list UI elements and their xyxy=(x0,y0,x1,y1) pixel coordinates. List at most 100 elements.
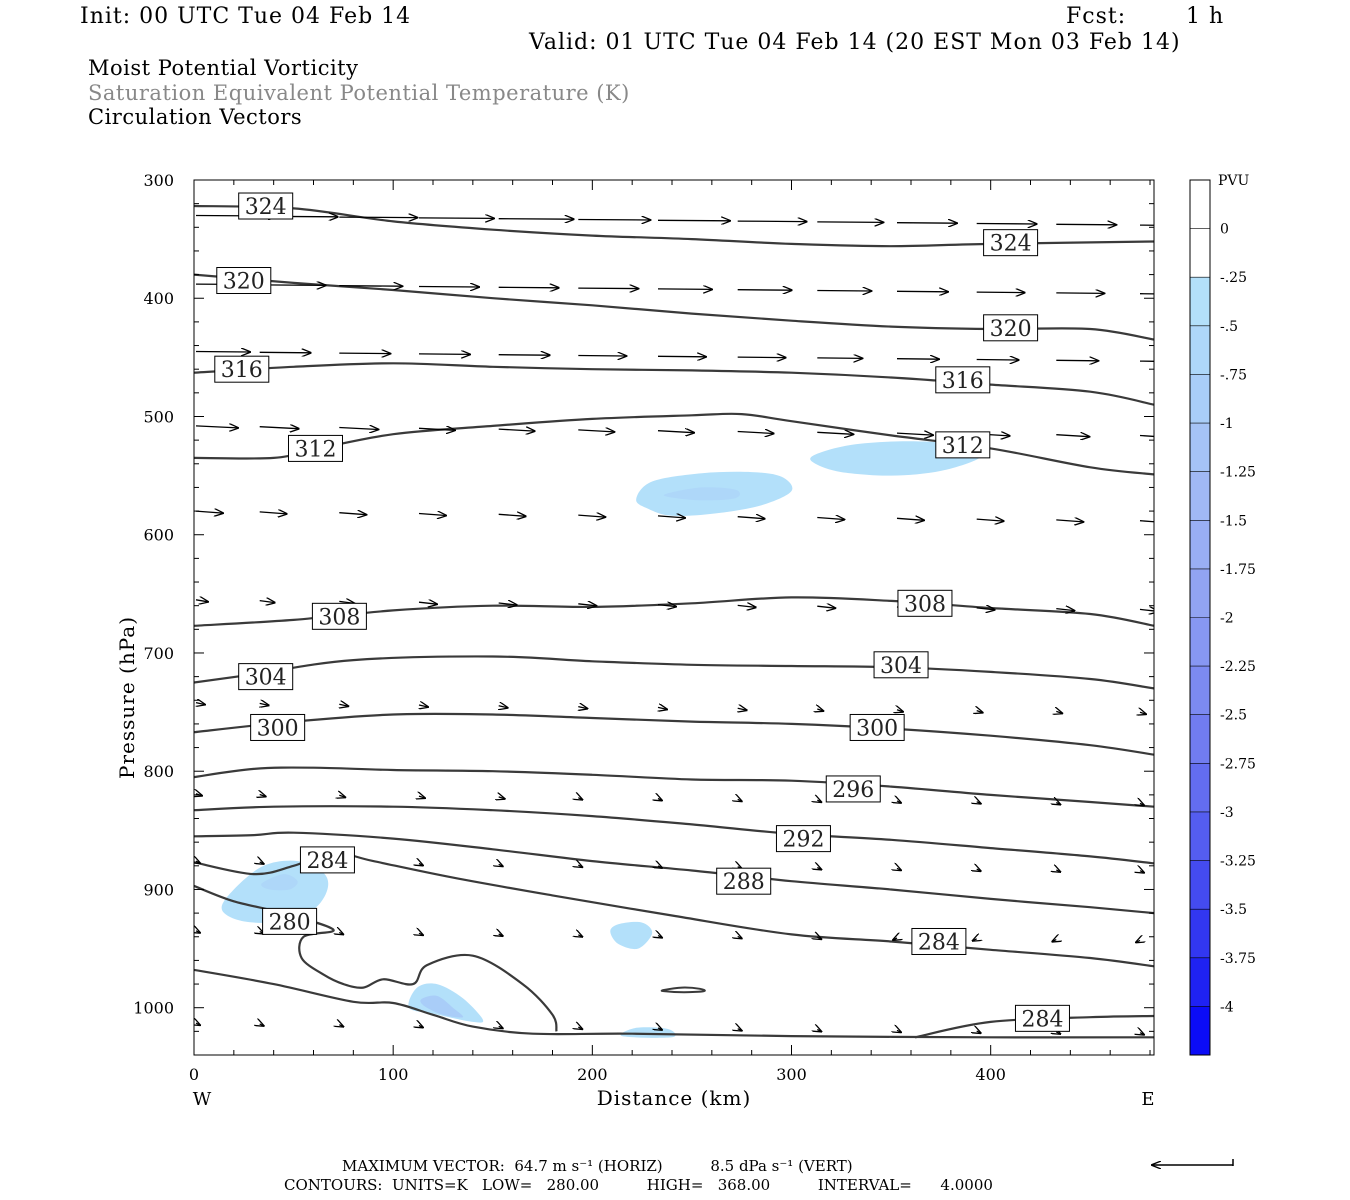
forecast-label: Fcst: xyxy=(1066,4,1127,29)
vector-arrow xyxy=(1056,224,1116,225)
vector-arrow xyxy=(499,934,503,936)
contour-label-304: 304 xyxy=(873,651,929,679)
contour-label-300: 300 xyxy=(250,713,306,741)
contour-label-text: 312 xyxy=(294,437,336,462)
vector-arrow xyxy=(897,1030,901,1032)
vector-arrow xyxy=(499,797,505,799)
contour-label-box xyxy=(935,431,991,459)
contour-label-296: 296 xyxy=(825,775,881,803)
vector-arrow xyxy=(578,865,582,867)
vector-arrow xyxy=(196,703,205,705)
vector-arrow xyxy=(737,432,774,434)
vector-arrow xyxy=(1052,940,1056,942)
vector-arrow xyxy=(657,356,706,357)
vector-arrow xyxy=(339,286,402,287)
vector-arrow xyxy=(499,706,508,708)
vector-arrow xyxy=(657,431,694,433)
colorbar-label: -4 xyxy=(1220,999,1234,1015)
vector-arrow xyxy=(418,287,479,288)
vector-arrow xyxy=(418,218,494,219)
vector-arrow xyxy=(499,864,503,866)
vector-arrow xyxy=(499,1026,503,1028)
vector-arrow xyxy=(817,291,871,292)
isentrope-284-12 xyxy=(194,968,1154,1039)
y-tick-label: 800 xyxy=(143,762,174,781)
vector-arrow xyxy=(738,1029,742,1031)
vector-arrow xyxy=(1140,1033,1144,1035)
vector-arrow xyxy=(339,428,378,430)
colorbar-label: -3.5 xyxy=(1220,902,1247,918)
contour-label-box xyxy=(238,192,294,220)
contour-label-box xyxy=(911,927,967,955)
vector-arrow xyxy=(1056,1032,1060,1034)
vector-arrow xyxy=(498,355,550,356)
y-tick-label: 500 xyxy=(143,407,174,426)
vector-arrow xyxy=(259,352,311,353)
contour-label-text: 304 xyxy=(245,666,287,691)
contour-label-box xyxy=(1014,1004,1070,1032)
vector-arrow xyxy=(658,707,667,709)
forecast-value: 1 h xyxy=(1186,4,1225,29)
contour-label-text: 292 xyxy=(782,828,824,853)
contour-label-box xyxy=(983,314,1039,342)
vector-arrow xyxy=(737,605,756,607)
vector-arrow xyxy=(578,430,614,432)
vector-arrow xyxy=(976,360,1019,361)
colorbar-label: -2 xyxy=(1220,611,1234,627)
vector-arrow xyxy=(1056,293,1104,294)
colorbar-bin xyxy=(1190,180,1210,229)
vector-arrow xyxy=(196,1023,200,1025)
y-tick-label: 300 xyxy=(143,171,174,190)
axis-layer: 300 400 500 600 700 800 900 1000 0 100 200 300 400 W E… xyxy=(115,171,1155,1110)
colorbar-bin xyxy=(1190,520,1210,569)
colorbar-frame xyxy=(1189,179,1211,1056)
contour-label-box xyxy=(238,663,294,691)
contour-label-box xyxy=(897,589,953,617)
contour-label-box xyxy=(825,775,881,803)
vector-arrow xyxy=(418,514,446,516)
y-tick-label: 400 xyxy=(143,289,174,308)
y-tick-label: 700 xyxy=(143,644,174,663)
vector-arrow xyxy=(896,359,939,360)
vector-arrow xyxy=(1140,871,1144,873)
colorbar-bin xyxy=(1190,325,1210,375)
colorbar-bin xyxy=(1190,860,1210,910)
isentrope-316-2 xyxy=(194,362,1154,406)
contour-label-308: 308 xyxy=(311,602,367,630)
contour-label-box xyxy=(849,713,905,741)
vector-arrow xyxy=(976,292,1025,293)
vector-arrow xyxy=(578,798,582,800)
vector-arrow xyxy=(498,429,535,431)
isentrope-292-8 xyxy=(194,805,1154,865)
x-tick-label: 200 xyxy=(577,1065,608,1084)
vector-arrow xyxy=(1139,293,1154,295)
vector-arrow xyxy=(737,357,786,358)
vector-arrow xyxy=(977,1031,981,1033)
colorbar-label: -3.25 xyxy=(1220,854,1256,870)
vector-arrow xyxy=(259,601,275,603)
contour-label-box xyxy=(250,713,306,741)
contour-label-304: 304 xyxy=(238,663,294,691)
contour-label-316: 316 xyxy=(214,355,270,383)
colorbar-bin xyxy=(1190,228,1210,278)
contour-label-box xyxy=(216,267,272,295)
contour-label-324: 324 xyxy=(238,192,294,220)
y-tick-label: 900 xyxy=(143,880,174,899)
y-axis-label: Pressure (hPa) xyxy=(115,616,139,779)
contour-label-280: 280 xyxy=(262,907,318,935)
vector-arrow xyxy=(196,861,200,863)
contour-label-text: 284 xyxy=(306,849,348,874)
colorbar-bin xyxy=(1190,374,1210,424)
vector-arrow xyxy=(1139,360,1154,362)
contour-label-text: 312 xyxy=(942,434,984,459)
contour-label-layer: 324 324 320 320 316 316 312 312 308 308 304 304 300 3… xyxy=(214,192,1070,1032)
vector-arrow xyxy=(738,799,742,801)
reference-vector xyxy=(1152,1159,1234,1166)
vector-arrow xyxy=(339,1025,343,1027)
x-east-label: E xyxy=(1141,1089,1154,1110)
vector-arrow xyxy=(195,426,238,428)
contour-label-320: 320 xyxy=(216,267,272,295)
vector-arrow xyxy=(418,354,470,355)
x-axis-label: Distance (km) xyxy=(597,1086,752,1110)
